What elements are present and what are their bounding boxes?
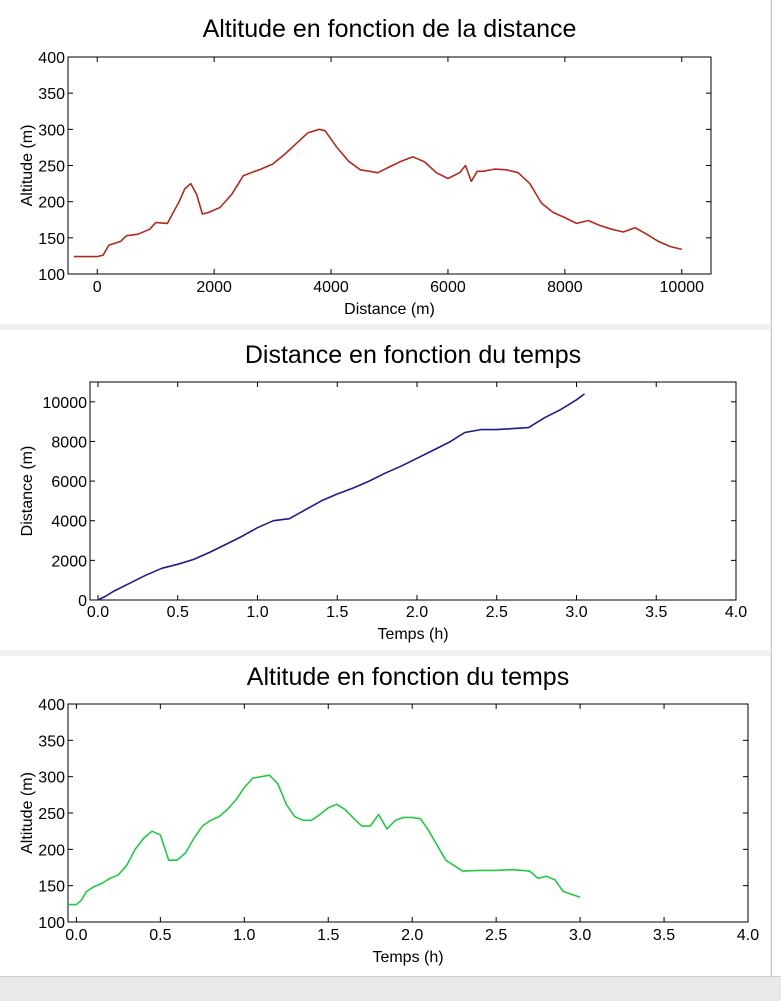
x-tick-label: 2.5: [486, 604, 508, 621]
y-axis-label: Distance (m): [19, 446, 36, 537]
x-tick-label: 8000: [547, 279, 583, 296]
y-tick-label: 6000: [51, 474, 87, 491]
series-line: [68, 774, 581, 906]
y-tick-label: 350: [38, 733, 65, 750]
series-line: [73, 128, 682, 258]
x-tick-label: 0: [93, 279, 102, 296]
chart-title: Distance en fonction du temps: [245, 341, 581, 369]
y-tick-label: 100: [38, 915, 65, 932]
x-tick-label: 0.5: [149, 927, 171, 944]
chart-title: Altitude en fonction du temps: [247, 663, 569, 691]
y-axis-label: Altitude (m): [19, 772, 36, 854]
plot-area: [89, 381, 737, 601]
x-tick-label: 0.0: [87, 604, 109, 621]
x-tick-label: 2.0: [406, 604, 428, 621]
window-scrollbar-strip[interactable]: [771, 0, 781, 976]
x-tick-label: 1.5: [317, 927, 339, 944]
y-tick-label: 200: [38, 842, 65, 859]
x-tick-label: 1.5: [326, 604, 348, 621]
y-tick-label: 10000: [43, 395, 88, 412]
y-tick-label: 350: [38, 86, 65, 103]
y-tick-label: 4000: [51, 514, 87, 531]
y-tick-label: 150: [38, 879, 65, 896]
x-tick-label: 10000: [660, 279, 705, 296]
x-tick-label: 1.0: [246, 604, 268, 621]
chart-panel-distance-time: Distance en fonction du temps 0 2000 4000 60…: [0, 330, 770, 650]
x-axis-label: Distance (m): [344, 301, 435, 318]
y-axis-label: Altitude (m): [19, 125, 36, 207]
y-tick-label: 250: [38, 159, 65, 176]
y-tick-label: 150: [38, 231, 65, 248]
x-tick-label: 2000: [196, 279, 232, 296]
x-tick-label: 4.0: [725, 604, 747, 621]
x-axis-label: Temps (h): [377, 626, 448, 643]
plot-area: [67, 56, 712, 275]
x-tick-label: 3.5: [645, 604, 667, 621]
x-tick-label: 3.0: [569, 927, 591, 944]
y-tick-label: 100: [38, 267, 65, 284]
x-tick-label: 3.0: [565, 604, 587, 621]
plot-area: [67, 703, 749, 923]
y-tick-label: 0: [78, 593, 87, 610]
x-axis-label: Temps (h): [372, 949, 443, 966]
y-tick-label: 300: [38, 770, 65, 787]
x-tick-label: 0.5: [167, 604, 189, 621]
x-tick-label: 3.5: [653, 927, 675, 944]
x-tick-label: 2.0: [401, 927, 423, 944]
y-tick-label: 400: [38, 697, 65, 714]
x-tick-label: 1.0: [233, 927, 255, 944]
y-tick-label: 400: [38, 50, 65, 67]
chart-distance-vs-time: Distance en fonction du temps 0 2000 4000 60…: [19, 341, 747, 643]
chart-altitude-vs-distance: Altitude en fonction de la distance 100 15…: [19, 15, 712, 318]
y-tick-label: 300: [38, 122, 65, 139]
y-tick-label: 200: [38, 195, 65, 212]
x-tick-label: 4.0: [737, 927, 759, 944]
series-line: [97, 393, 585, 601]
x-tick-label: 0.0: [65, 927, 87, 944]
y-tick-label: 250: [38, 806, 65, 823]
x-tick-label: 6000: [430, 279, 466, 296]
y-tick-label: 8000: [51, 434, 87, 451]
chart-altitude-vs-time: Altitude en fonction du temps 100 150 200 25…: [19, 663, 759, 966]
y-tick-label: 2000: [51, 553, 87, 570]
chart-panel-altitude-time: Altitude en fonction du temps 100 150 200 25…: [0, 656, 770, 976]
chart-title: Altitude en fonction de la distance: [203, 15, 577, 43]
x-tick-label: 4000: [313, 279, 349, 296]
chart-panel-altitude-distance: Altitude en fonction de la distance 100 15…: [0, 0, 770, 324]
x-tick-label: 2.5: [485, 927, 507, 944]
window-status-bar: [0, 976, 781, 1001]
